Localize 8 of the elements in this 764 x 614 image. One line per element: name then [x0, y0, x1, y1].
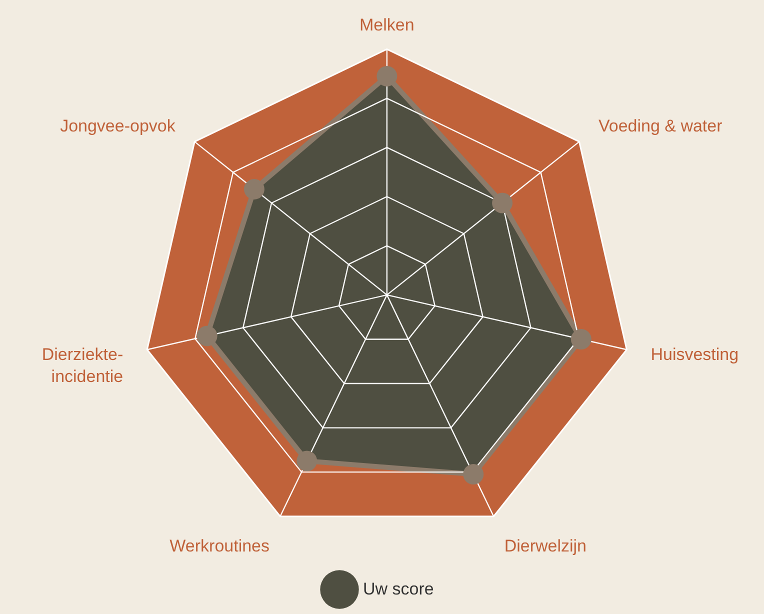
spoke-label: Voeding & water — [598, 116, 723, 136]
spoke-label: Huisvesting — [650, 345, 739, 364]
spoke-label: Dierziekte-incidentie — [42, 345, 124, 386]
spoke-label: Jongvee-opvok — [60, 116, 176, 136]
spoke-label: Werkroutines — [170, 536, 270, 556]
spoke-label: Melken — [360, 15, 414, 34]
legend-label: Uw score — [363, 580, 434, 598]
spoke-label: Dierwelzijn — [504, 536, 587, 556]
